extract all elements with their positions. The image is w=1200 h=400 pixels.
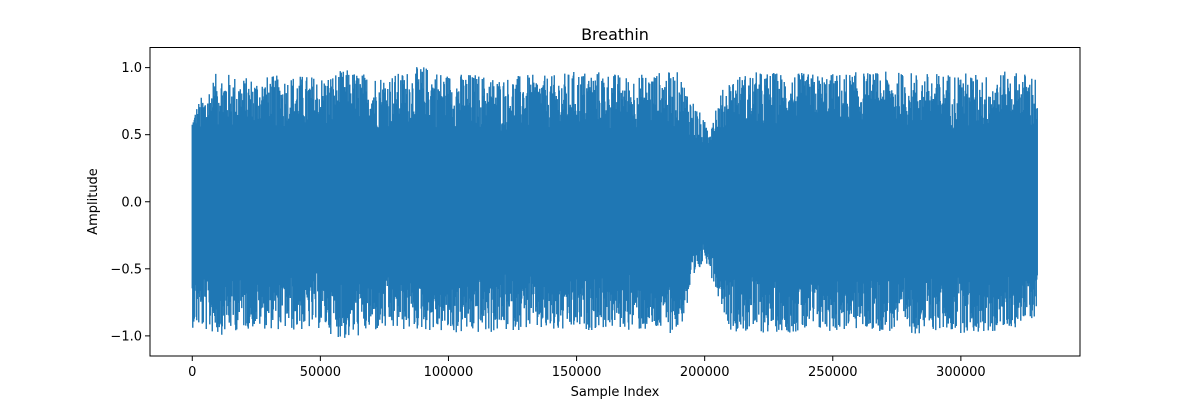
y-tick-label: −1.0: [110, 329, 142, 344]
x-tick-label: 0: [188, 365, 196, 380]
x-tick-label: 150000: [552, 365, 602, 380]
y-axis-label: Amplitude: [86, 168, 101, 235]
y-tick-label: 1.0: [121, 61, 142, 76]
x-tick-label: 200000: [680, 365, 730, 380]
plot-area: [191, 67, 1038, 338]
chart-title: Breathin: [581, 25, 649, 44]
x-axis: 0 50000 100000 150000 200000 250000 300000: [188, 356, 986, 380]
y-tick-label: 0.5: [121, 128, 142, 143]
x-axis-label: Sample Index: [571, 385, 660, 400]
x-tick-label: 250000: [808, 365, 858, 380]
x-tick-label: 100000: [424, 365, 474, 380]
y-tick-label: 0.0: [121, 195, 142, 210]
waveform-series: [191, 67, 1038, 338]
x-tick-label: 50000: [300, 365, 341, 380]
y-axis: −1.0 −0.5 0.0 0.5 1.0: [110, 61, 150, 344]
y-tick-label: −0.5: [110, 262, 142, 277]
x-tick-label: 300000: [936, 365, 986, 380]
